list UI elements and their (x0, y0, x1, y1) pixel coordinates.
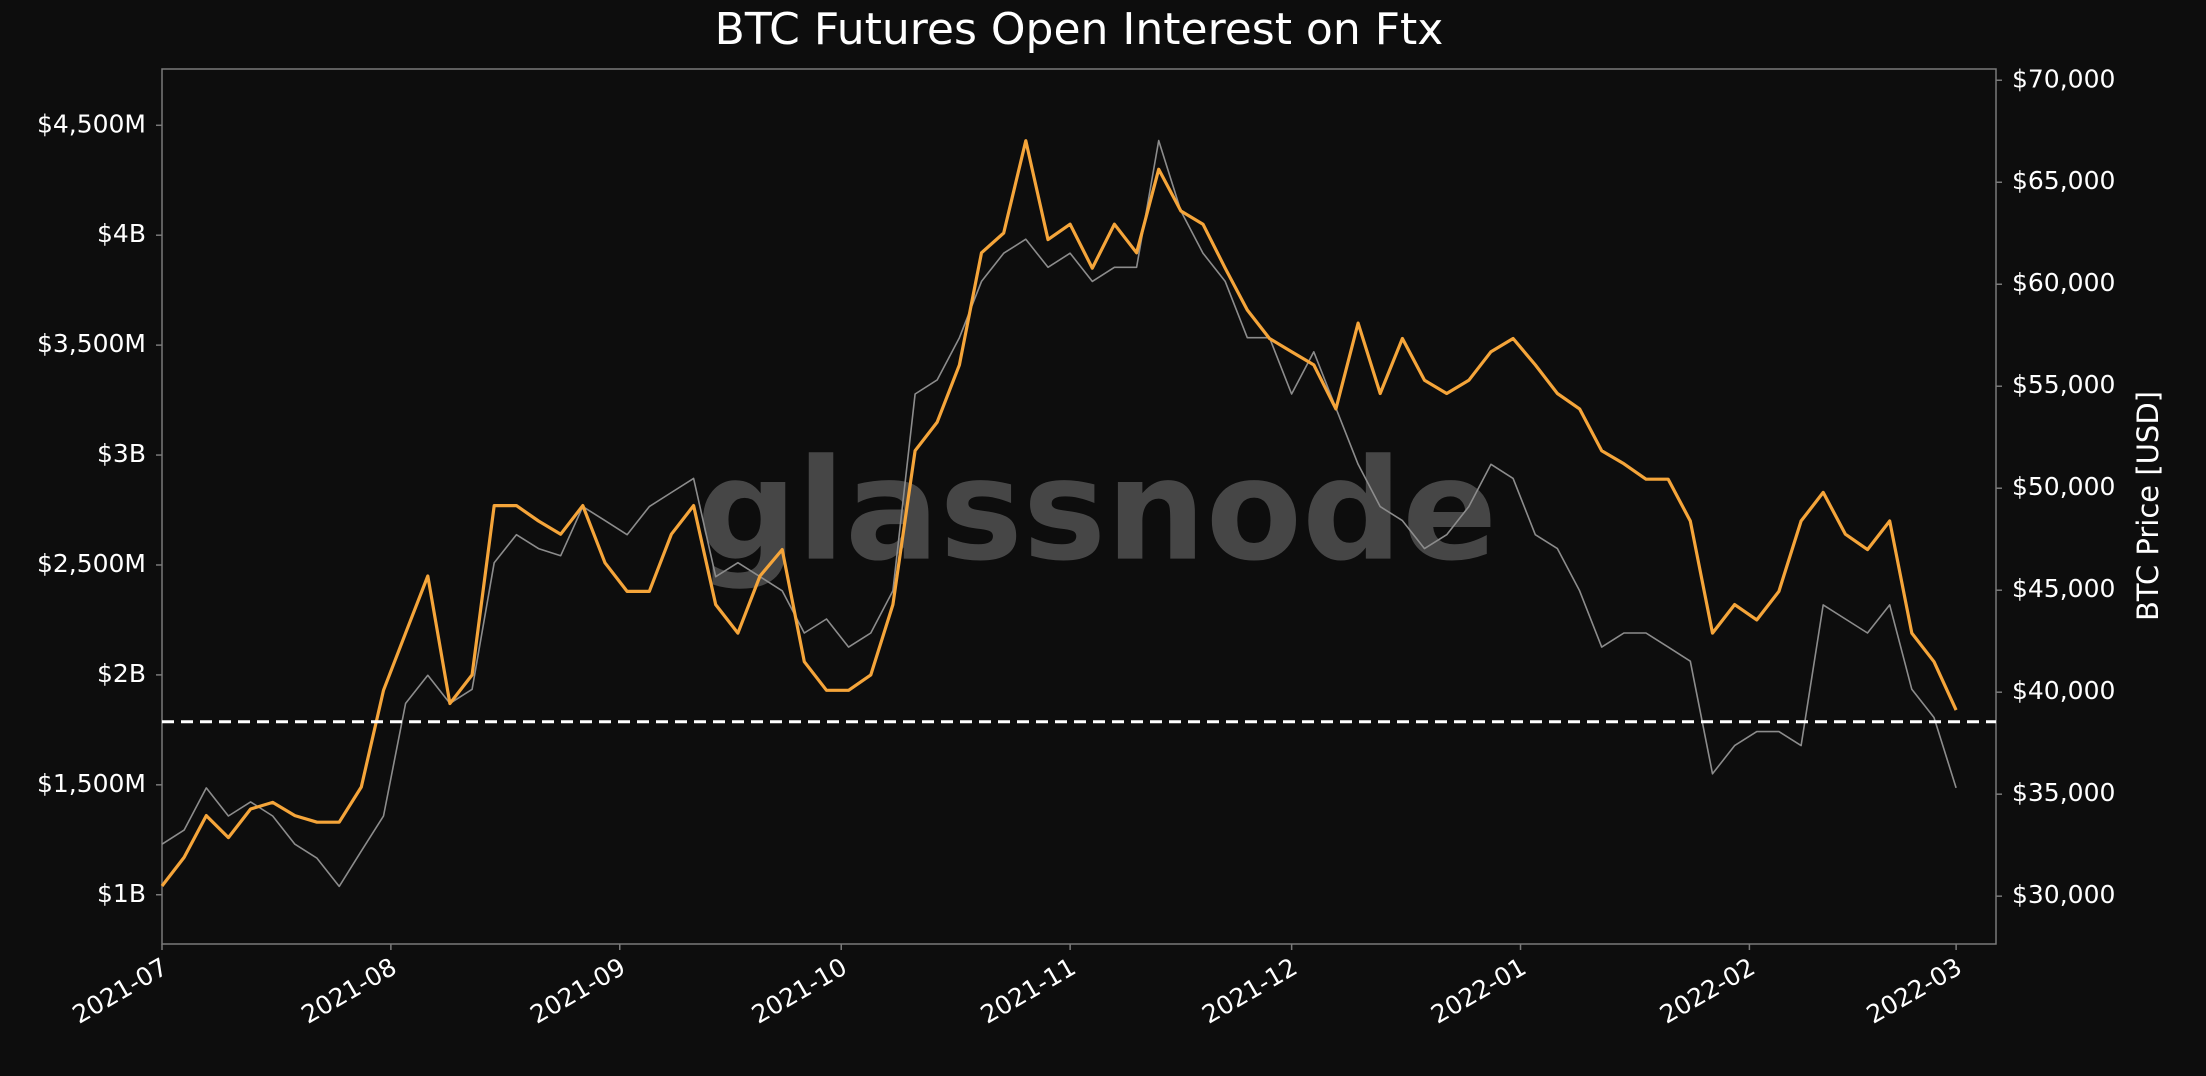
y-tick-label: $3B (97, 439, 146, 468)
watermark: glassnode (697, 430, 1497, 593)
series-line (161, 139, 1957, 888)
y2-tick-label: $40,000 (2012, 676, 2115, 705)
y-tick-label: $3,500M (37, 329, 146, 358)
y-tick-label: $4B (97, 219, 146, 248)
y-tick-label: $1B (97, 879, 146, 908)
y2-tick-label: $55,000 (2012, 370, 2115, 399)
y2-tick-label: $70,000 (2012, 64, 2115, 93)
y2-tick-label: $60,000 (2012, 268, 2115, 297)
y2-tick-label: $45,000 (2012, 574, 2115, 603)
series-line (160, 139, 1958, 887)
y2-tick-label: $35,000 (2012, 778, 2115, 807)
y2-tick-label: $65,000 (2012, 166, 2115, 195)
y-tick-label: $2B (97, 659, 146, 688)
y-tick-label: $4,500M (37, 109, 146, 138)
y2-axis-label: BTC Price [USD] (2131, 391, 2165, 621)
y2-tick-label: $30,000 (2012, 880, 2115, 909)
y2-tick-label: $50,000 (2012, 472, 2115, 501)
plot-frame (161, 68, 1997, 945)
chart-title: BTC Futures Open Interest on Ftx (715, 4, 1444, 55)
y-tick-label: $1,500M (37, 769, 146, 798)
y-tick-label: $2,500M (37, 549, 146, 578)
